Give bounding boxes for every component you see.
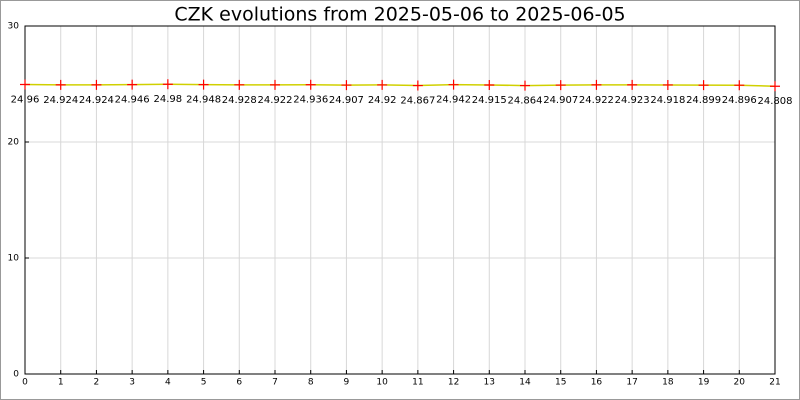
data-label: 24.922 (258, 95, 293, 106)
point-marker (520, 80, 530, 91)
x-tick-label: 4 (165, 378, 171, 388)
x-tick-label: 0 (22, 378, 28, 388)
x-tick-label: 16 (591, 378, 603, 388)
x-tick-label: 17 (626, 378, 637, 388)
data-label: 24.915 (472, 95, 507, 106)
x-tick-label: 19 (698, 378, 710, 388)
point-marker (484, 79, 495, 90)
y-tick-label: 10 (8, 254, 20, 264)
data-label: 24.907 (543, 95, 578, 106)
data-label: 24.896 (722, 95, 757, 106)
point-marker (448, 79, 459, 90)
data-label: 24.808 (758, 96, 793, 107)
point-marker (734, 80, 745, 91)
x-tick-label: 5 (201, 378, 207, 388)
x-tick-label: 3 (129, 378, 135, 388)
data-label: 24.942 (436, 95, 471, 106)
data-label: 24.924 (79, 95, 114, 106)
data-label: 24.98 (154, 94, 183, 105)
x-tick-label: 12 (448, 378, 459, 388)
data-label: 24.928 (222, 95, 257, 106)
series-line (24, 83, 776, 87)
data-label: 24.924 (43, 95, 78, 106)
point-marker (127, 79, 138, 90)
x-tick-label: 11 (412, 378, 423, 388)
y-tick-label: 0 (13, 370, 19, 380)
plot-area (24, 25, 776, 375)
point-marker (770, 81, 780, 92)
data-label: 24.922 (579, 95, 614, 106)
data-label: 24.907 (329, 95, 364, 106)
y-tick-label: 30 (8, 22, 20, 32)
y-tick-label: 20 (8, 138, 20, 148)
point-marker (20, 79, 30, 90)
data-label: 24.923 (615, 95, 650, 106)
point-marker (698, 80, 709, 91)
x-tick-label: 2 (94, 378, 100, 388)
point-marker (377, 79, 388, 90)
x-tick-label: 6 (236, 378, 242, 388)
x-tick-label: 7 (272, 378, 278, 388)
point-marker (305, 79, 316, 90)
x-tick-label: 9 (344, 378, 350, 388)
data-label: 24.92 (368, 95, 397, 106)
point-marker (341, 80, 352, 91)
point-marker (162, 79, 173, 90)
data-label: 24.867 (400, 96, 435, 107)
data-label: 24.946 (115, 95, 150, 106)
x-tick-label: 14 (519, 378, 531, 388)
x-tick-label: 20 (734, 378, 746, 388)
x-tick-label: 8 (308, 378, 314, 388)
point-marker (91, 79, 102, 90)
data-label: 24.899 (686, 95, 721, 106)
point-marker (55, 79, 66, 90)
point-marker (198, 79, 209, 90)
data-label: 24.864 (508, 96, 543, 107)
x-tick-label: 10 (376, 378, 388, 388)
point-marker (270, 79, 280, 90)
x-tick-label: 18 (662, 378, 674, 388)
data-label: 24.948 (186, 95, 221, 106)
point-marker (627, 79, 638, 90)
chart-title: CZK evolutions from 2025-05-06 to 2025-0… (174, 4, 625, 26)
point-marker (412, 80, 423, 91)
x-tick-label: 21 (769, 378, 780, 388)
x-tick-label: 15 (555, 378, 566, 388)
data-label: 24.918 (650, 95, 685, 106)
data-label: 24.96 (11, 94, 40, 105)
point-marker (234, 79, 245, 90)
point-marker (555, 80, 566, 91)
point-marker (591, 79, 602, 90)
point-marker (662, 79, 673, 90)
data-label: 24.936 (293, 95, 328, 106)
x-tick-label: 13 (484, 378, 495, 388)
x-tick-label: 1 (58, 378, 64, 388)
